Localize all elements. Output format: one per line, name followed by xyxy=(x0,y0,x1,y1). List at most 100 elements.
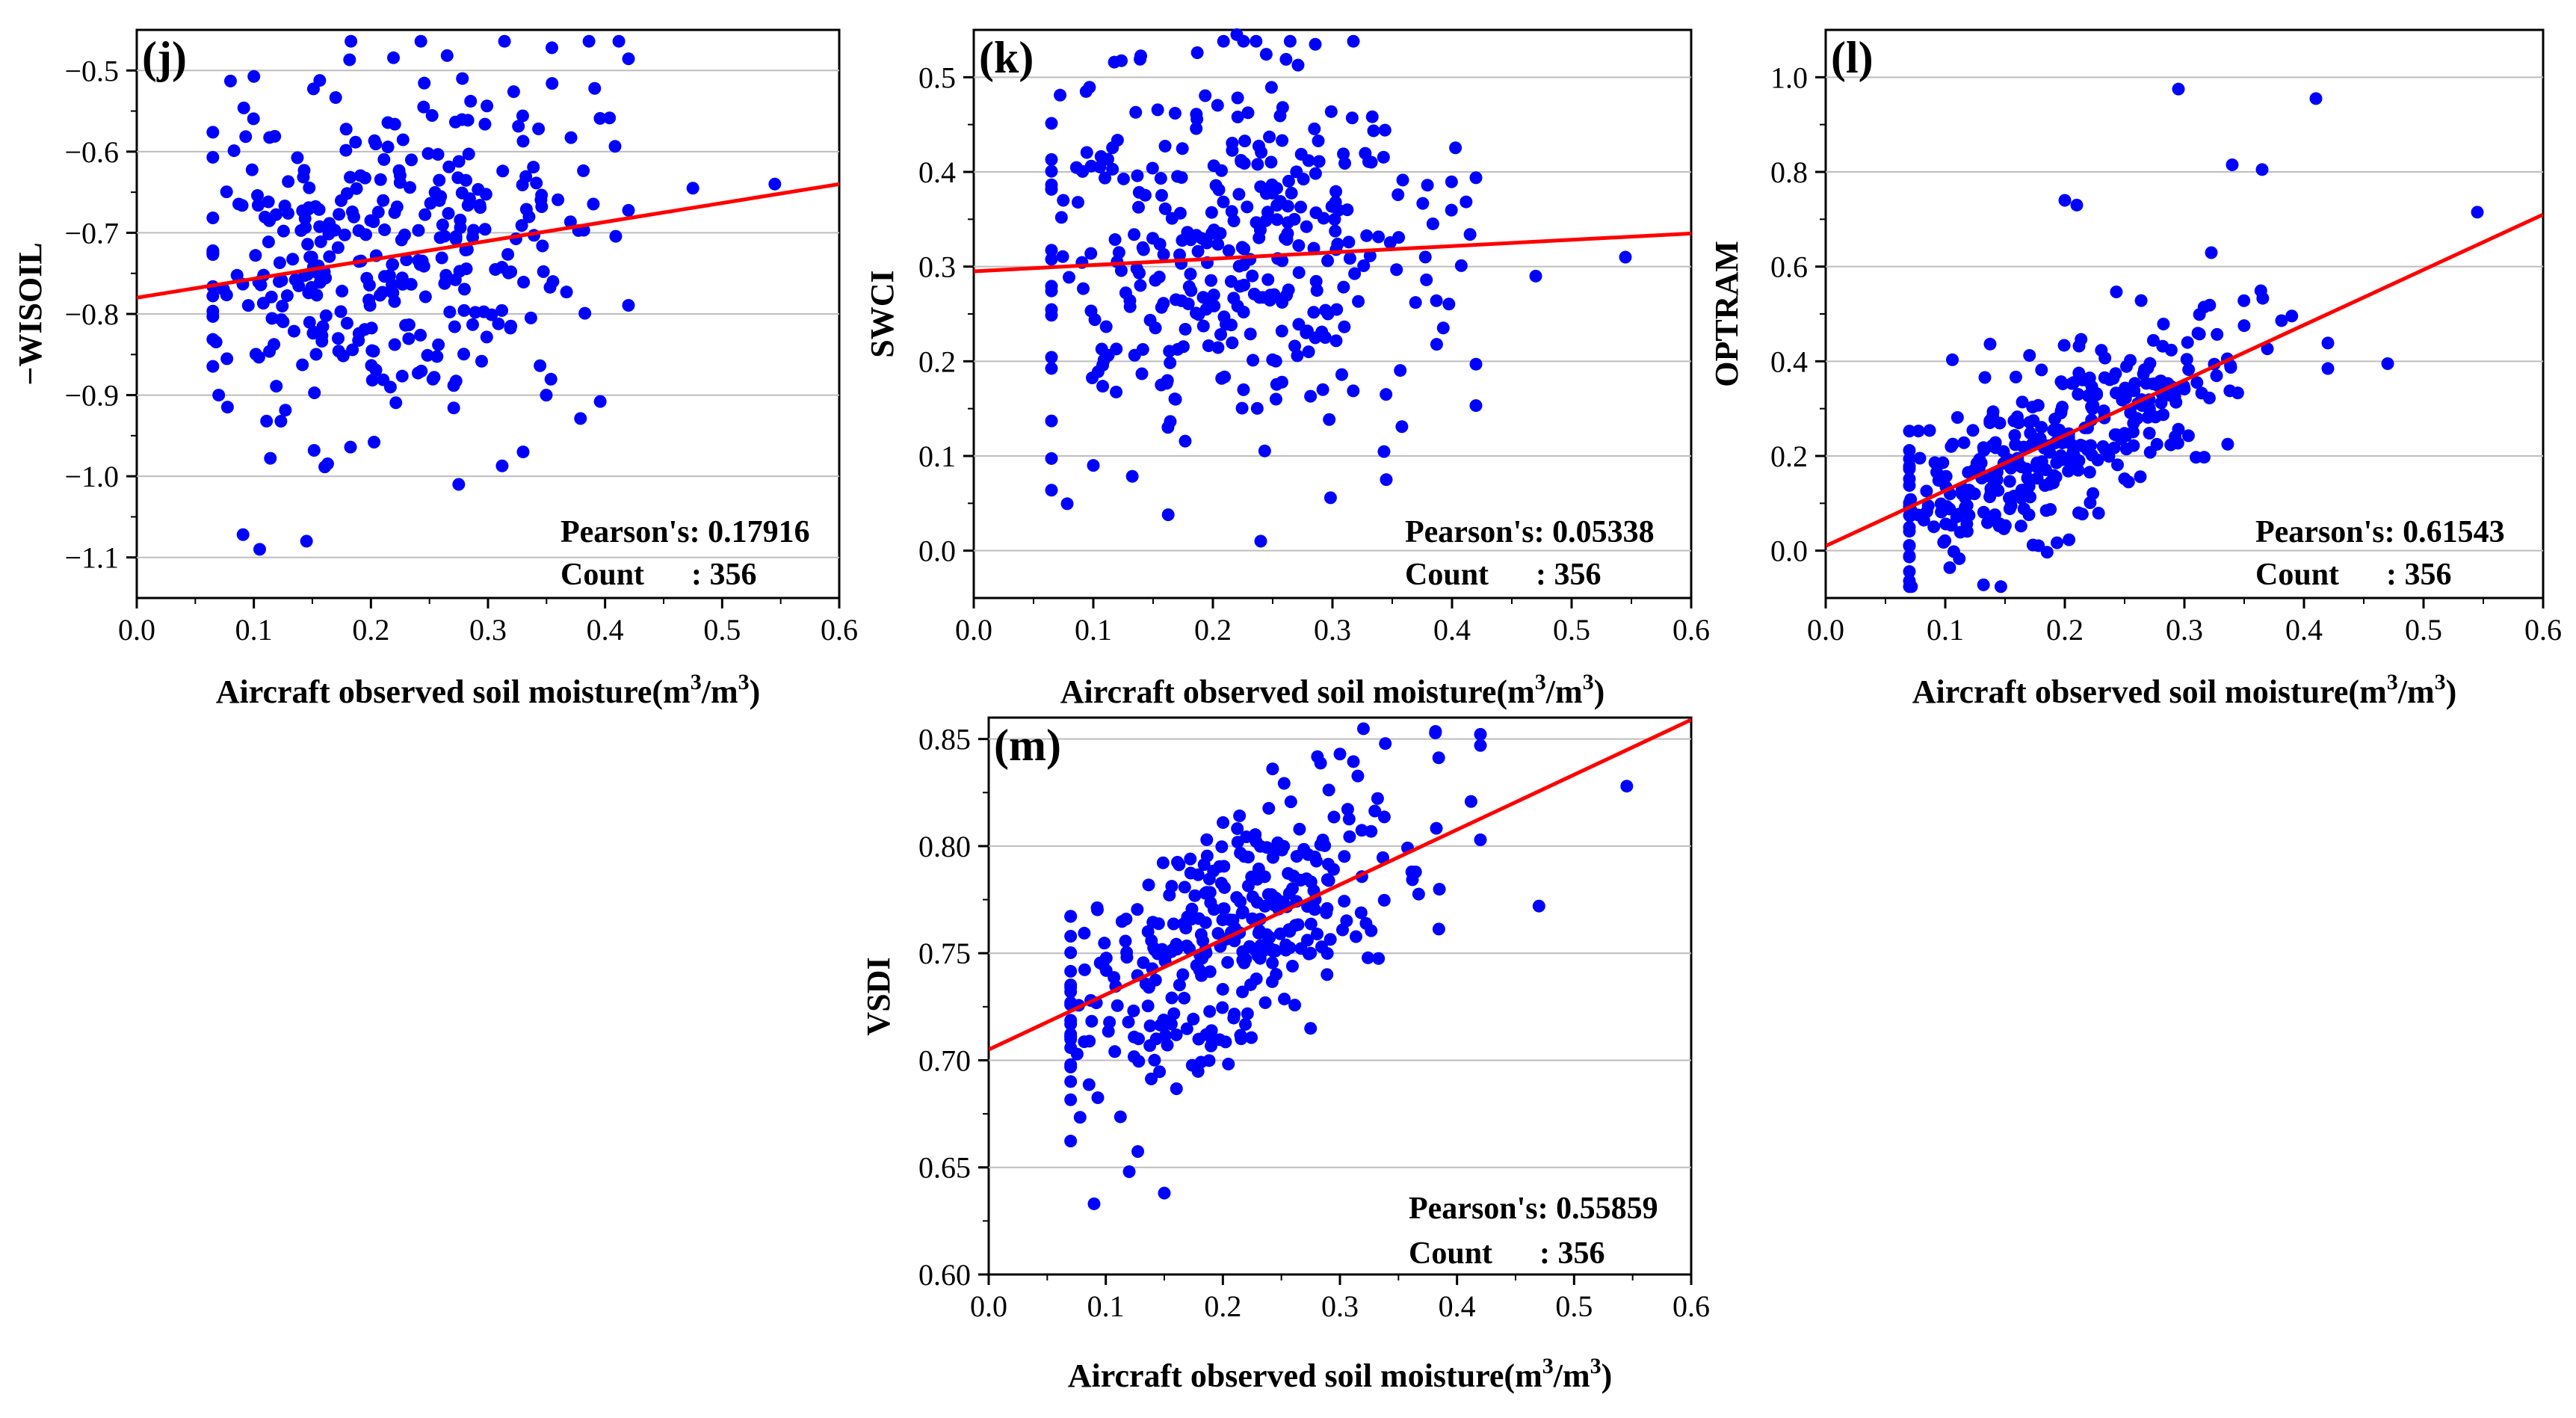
data-point-k-339 xyxy=(1264,155,1278,169)
data-point-m-270 xyxy=(1246,912,1259,925)
data-point-l-116 xyxy=(2205,246,2218,259)
data-point-k-71 xyxy=(1158,140,1172,153)
data-point-k-140 xyxy=(1426,217,1439,230)
data-point-j-269 xyxy=(427,371,441,384)
data-point-k-250 xyxy=(1421,179,1434,192)
data-point-m-42 xyxy=(1073,1111,1087,1124)
axis-ticks-j: 0.0 0.1 0.2 0.3 0.4 0.5 0.6 −1.1 −1.0 −0.9 −0.8 −0.… xyxy=(64,54,858,647)
data-point-k-52 xyxy=(1321,254,1335,268)
data-point-l-298 xyxy=(1990,473,2004,487)
data-point-l-10 xyxy=(1912,425,1925,438)
data-point-l-273 xyxy=(2083,466,2096,479)
data-point-k-241 xyxy=(1251,158,1264,171)
data-point-k-341 xyxy=(1445,175,1458,188)
data-point-k-11 xyxy=(1222,244,1235,257)
data-point-k-292 xyxy=(1138,188,1152,202)
data-point-l-233 xyxy=(2095,344,2108,357)
data-point-k-236 xyxy=(1469,399,1483,413)
data-point-j-205 xyxy=(440,49,454,62)
data-point-l-345 xyxy=(2010,410,2024,424)
data-point-j-148 xyxy=(404,153,418,167)
panel-label-k: (k) xyxy=(979,33,1034,82)
y-tick-label-l-2: 0.4 xyxy=(1770,345,1808,378)
data-point-m-76 xyxy=(1165,880,1179,893)
data-point-m-157 xyxy=(1202,1054,1216,1067)
data-point-k-340 xyxy=(1218,370,1232,383)
data-point-j-30 xyxy=(303,181,316,194)
data-point-j-182 xyxy=(399,318,413,332)
data-point-j-257 xyxy=(314,235,327,248)
data-point-k-73 xyxy=(1135,367,1149,380)
data-point-j-228 xyxy=(515,219,528,232)
data-point-k-118 xyxy=(1430,338,1443,351)
data-point-j-108 xyxy=(436,218,449,232)
data-point-j-302 xyxy=(270,380,283,393)
data-point-m-11 xyxy=(1304,1022,1318,1035)
plot-area-l xyxy=(1824,28,2545,599)
data-point-j-133 xyxy=(241,299,255,312)
data-point-k-47 xyxy=(1261,273,1275,286)
data-point-m-232 xyxy=(1120,951,1134,964)
data-point-k-20 xyxy=(1168,107,1182,120)
data-point-j-180 xyxy=(400,253,413,267)
data-point-k-355 xyxy=(1394,364,1407,377)
data-point-k-258 xyxy=(1237,34,1250,48)
fit-line-l xyxy=(1826,212,2543,548)
data-point-j-345 xyxy=(519,170,533,183)
data-point-l-228 xyxy=(2203,298,2217,312)
data-point-k-168 xyxy=(1307,306,1321,319)
data-point-m-226 xyxy=(1231,821,1244,835)
data-point-k-179 xyxy=(1363,249,1377,262)
data-point-l-162 xyxy=(2063,533,2076,546)
data-point-m-165 xyxy=(1185,902,1199,916)
data-point-l-347 xyxy=(2115,433,2128,446)
data-point-k-351 xyxy=(1312,134,1325,147)
data-point-m-326 xyxy=(1064,1075,1078,1088)
x-tick-label-j-4: 0.4 xyxy=(587,613,624,647)
data-point-m-172 xyxy=(1371,792,1384,805)
data-point-j-259 xyxy=(507,85,520,99)
data-point-l-296 xyxy=(1959,501,1972,514)
data-point-k-279 xyxy=(1123,300,1137,313)
data-point-m-335 xyxy=(1241,1007,1254,1020)
data-point-j-25 xyxy=(308,386,321,400)
data-point-l-188 xyxy=(2157,317,2170,330)
data-point-k-229 xyxy=(1469,357,1483,371)
data-point-m-141 xyxy=(1132,1032,1146,1046)
data-point-m-325 xyxy=(1143,1019,1157,1032)
data-point-j-52 xyxy=(457,348,471,361)
data-point-k-252 xyxy=(1235,241,1249,254)
data-point-m-331 xyxy=(1217,902,1230,916)
data-point-l-339 xyxy=(1992,484,2005,497)
data-point-j-217 xyxy=(546,275,560,289)
data-point-k-275 xyxy=(1316,383,1329,396)
data-point-j-285 xyxy=(277,224,290,238)
data-point-k-203 xyxy=(1352,295,1365,308)
data-point-l-302 xyxy=(2039,504,2053,517)
data-point-l-353 xyxy=(1934,472,1948,486)
data-point-j-313 xyxy=(333,208,346,221)
data-point-k-334 xyxy=(1430,294,1443,307)
data-point-k-104 xyxy=(1077,282,1090,295)
data-point-m-46 xyxy=(1200,849,1214,863)
data-point-k-109 xyxy=(1057,194,1070,207)
data-point-l-225 xyxy=(2223,384,2237,398)
data-point-j-81 xyxy=(381,141,395,154)
data-point-k-66 xyxy=(1227,215,1241,228)
data-point-m-341 xyxy=(1204,896,1217,910)
data-point-l-310 xyxy=(2098,371,2111,384)
x-axis-title-l: Aircraft observed soil moisture(m3/m3) xyxy=(1912,670,2457,710)
data-point-l-223 xyxy=(2116,393,2129,407)
data-point-j-46 xyxy=(247,70,261,83)
data-point-j-208 xyxy=(359,228,373,241)
data-point-m-315 xyxy=(1064,1060,1078,1073)
data-point-l-197 xyxy=(1921,499,1935,513)
data-point-j-311 xyxy=(363,299,377,312)
y-tick-label-k-5: 0.5 xyxy=(918,61,956,94)
data-point-k-187 xyxy=(1454,259,1468,272)
fit-line-k xyxy=(974,231,1691,274)
data-point-m-161 xyxy=(1203,965,1217,978)
data-point-k-169 xyxy=(1264,81,1278,94)
data-point-l-67 xyxy=(2181,336,2194,349)
data-point-k-291 xyxy=(1233,280,1247,293)
